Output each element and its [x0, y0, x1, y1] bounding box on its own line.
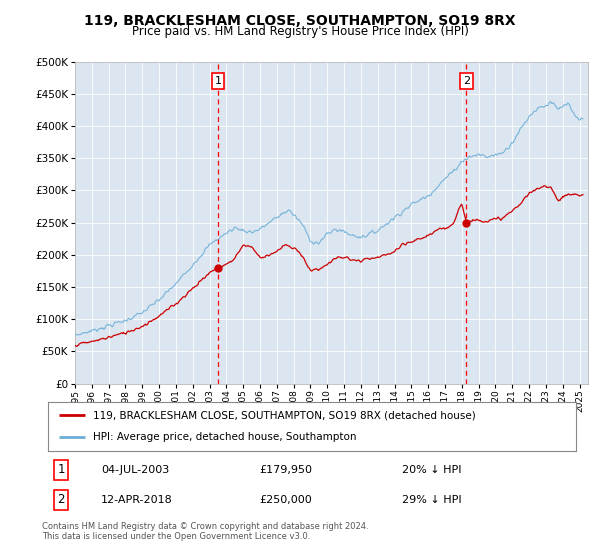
- Text: 1: 1: [58, 463, 65, 476]
- Text: Price paid vs. HM Land Registry's House Price Index (HPI): Price paid vs. HM Land Registry's House …: [131, 25, 469, 38]
- Text: Contains HM Land Registry data © Crown copyright and database right 2024.
This d: Contains HM Land Registry data © Crown c…: [42, 522, 368, 542]
- Text: 12-APR-2018: 12-APR-2018: [101, 495, 173, 505]
- Text: 1: 1: [214, 76, 221, 86]
- Text: 119, BRACKLESHAM CLOSE, SOUTHAMPTON, SO19 8RX: 119, BRACKLESHAM CLOSE, SOUTHAMPTON, SO1…: [84, 14, 516, 28]
- Text: £179,950: £179,950: [259, 465, 312, 475]
- Text: 20% ↓ HPI: 20% ↓ HPI: [402, 465, 461, 475]
- Text: 04-JUL-2003: 04-JUL-2003: [101, 465, 169, 475]
- Text: 29% ↓ HPI: 29% ↓ HPI: [402, 495, 461, 505]
- Text: £250,000: £250,000: [259, 495, 312, 505]
- Text: 119, BRACKLESHAM CLOSE, SOUTHAMPTON, SO19 8RX (detached house): 119, BRACKLESHAM CLOSE, SOUTHAMPTON, SO1…: [93, 410, 476, 421]
- Text: 2: 2: [463, 76, 470, 86]
- Text: HPI: Average price, detached house, Southampton: HPI: Average price, detached house, Sout…: [93, 432, 356, 442]
- Text: 2: 2: [58, 493, 65, 506]
